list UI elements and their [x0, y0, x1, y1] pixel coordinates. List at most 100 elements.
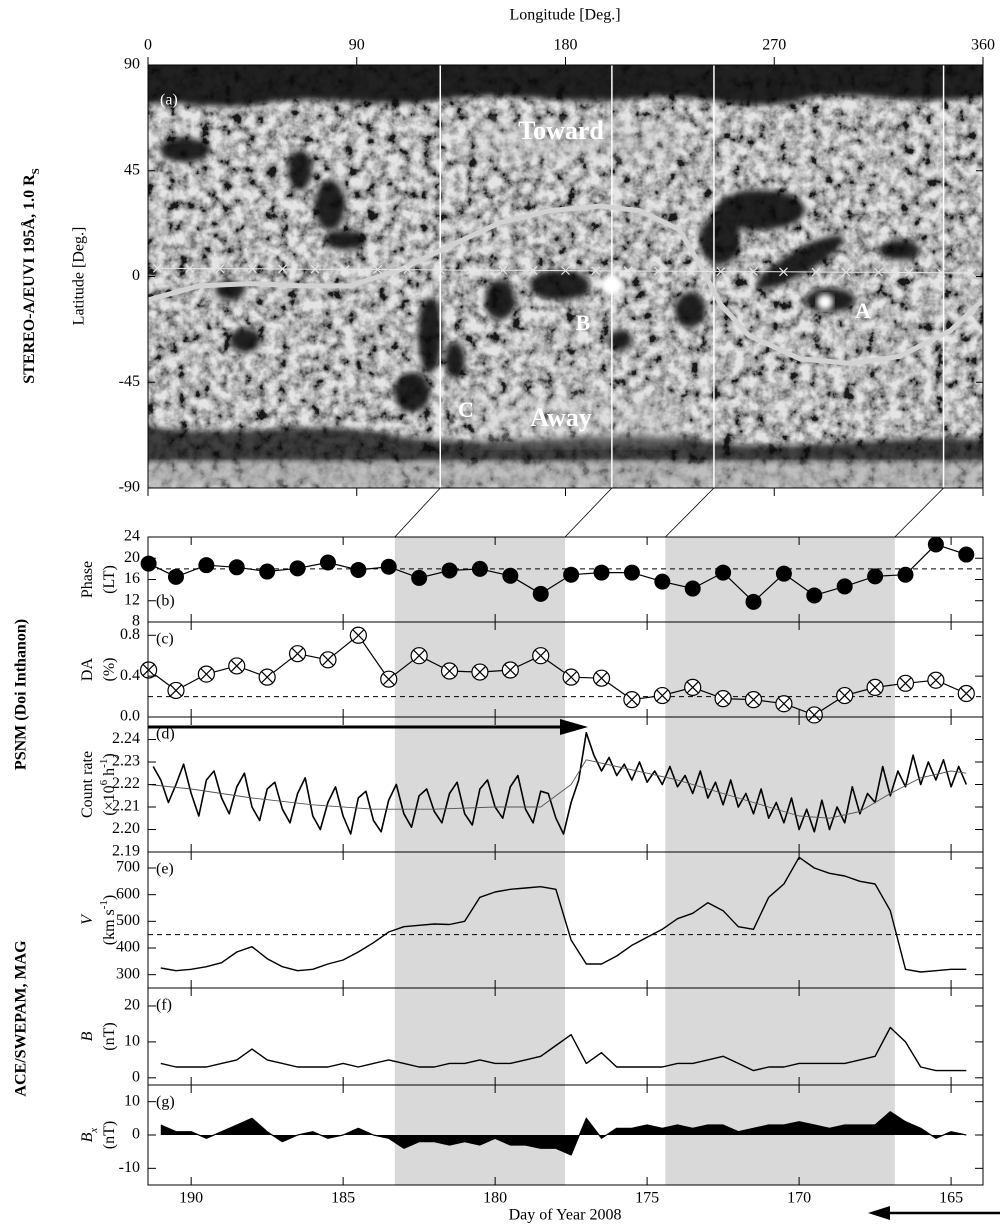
point-cross: [443, 665, 456, 678]
point-cross: [929, 674, 942, 687]
point: [745, 593, 762, 610]
point: [258, 668, 276, 686]
point-cross: [200, 668, 213, 681]
point: [471, 663, 489, 681]
x-axis-title: Day of Year 2008: [509, 1207, 622, 1224]
point-cross: [747, 693, 760, 706]
direction-arrow: [148, 719, 588, 735]
y-tick-label: 45: [124, 161, 140, 178]
y-tick-label: 16: [124, 570, 140, 587]
series-line: [160, 1026, 967, 1072]
track-marker: [373, 265, 383, 274]
track-marker: [716, 267, 726, 276]
series-line: [148, 759, 967, 819]
point: [714, 690, 732, 708]
point: [228, 559, 245, 576]
point-cross: [534, 649, 547, 662]
series-line: [160, 1111, 967, 1156]
connector: [394, 487, 441, 538]
direction-arrow: [868, 1206, 1000, 1220]
y-tick-label: 0: [132, 1126, 140, 1143]
track-marker: [686, 266, 696, 276]
point: [653, 686, 671, 705]
y-tick-label: 2.24: [112, 730, 140, 747]
point: [288, 645, 307, 663]
point: [167, 568, 184, 585]
x-tick-label: 190: [179, 1190, 203, 1207]
point: [927, 671, 945, 689]
point: [684, 580, 701, 597]
point: [289, 560, 306, 577]
point: [562, 668, 580, 686]
point-cross: [777, 697, 790, 710]
point: [532, 585, 549, 602]
panel-plot: [148, 543, 983, 603]
y-tick-label: 2.21: [112, 798, 140, 815]
x-axis-title-top: Longitude [Deg.]: [509, 7, 620, 24]
track-marker: [435, 265, 445, 275]
series-line: [148, 634, 967, 716]
x-tick-label: 180: [483, 1190, 507, 1207]
point: [380, 670, 398, 688]
point-cross: [869, 681, 882, 694]
point: [319, 651, 337, 669]
track-marker: [779, 267, 788, 277]
connector: [665, 487, 715, 538]
point-cross: [960, 687, 973, 700]
x-tick-label: 185: [331, 1190, 355, 1207]
label-part: ): [101, 753, 118, 758]
map-line: [148, 203, 983, 366]
point-cross: [473, 666, 486, 679]
y-axis-title: Phase: [79, 561, 96, 598]
point-cross: [352, 629, 365, 642]
point: [836, 578, 853, 595]
y-axis-unit: (LT): [101, 565, 118, 594]
point-cross: [291, 647, 304, 660]
x-tick-label: 90: [349, 37, 365, 54]
track-marker: [936, 268, 946, 278]
point-cross: [686, 681, 699, 694]
point-cross: [382, 673, 395, 686]
point: [806, 587, 823, 604]
point: [197, 665, 215, 683]
point-cross: [142, 663, 155, 677]
y-tick-label: 8: [132, 613, 140, 630]
point-cross: [504, 663, 517, 677]
point: [897, 566, 914, 583]
point: [502, 567, 519, 584]
point: [349, 626, 367, 644]
point-cross: [321, 653, 334, 666]
panel-plot: [148, 856, 983, 973]
track-marker: [185, 264, 195, 273]
point: [958, 546, 975, 563]
label-part: B: [79, 1132, 96, 1142]
map-frame: [147, 64, 984, 489]
y-tick-label: 20: [124, 549, 140, 566]
subscript: S: [30, 168, 42, 174]
point: [259, 563, 276, 580]
point: [654, 573, 671, 590]
label-part: (nT): [101, 1121, 118, 1149]
superscript: -1: [98, 759, 110, 768]
point: [198, 557, 215, 574]
map-image: [148, 65, 983, 488]
annotation: A: [855, 298, 871, 323]
point: [623, 691, 641, 709]
y-axis-unit: (km s-1): [98, 895, 118, 946]
y-axis-title: B: [79, 1031, 96, 1041]
point: [411, 569, 428, 586]
point: [410, 647, 428, 665]
point: [441, 562, 458, 579]
y-tick-label: 600: [116, 885, 140, 902]
point: [471, 560, 488, 577]
label-part: (%): [101, 658, 118, 682]
point: [501, 661, 519, 679]
track-marker: [841, 267, 851, 277]
annotation: B: [576, 310, 591, 335]
x-tick-label: 175: [635, 1190, 659, 1207]
y-tick-label: 24: [124, 528, 140, 545]
point: [140, 661, 158, 679]
track-marker: [653, 266, 663, 276]
x-tick-label: 0: [144, 37, 152, 54]
